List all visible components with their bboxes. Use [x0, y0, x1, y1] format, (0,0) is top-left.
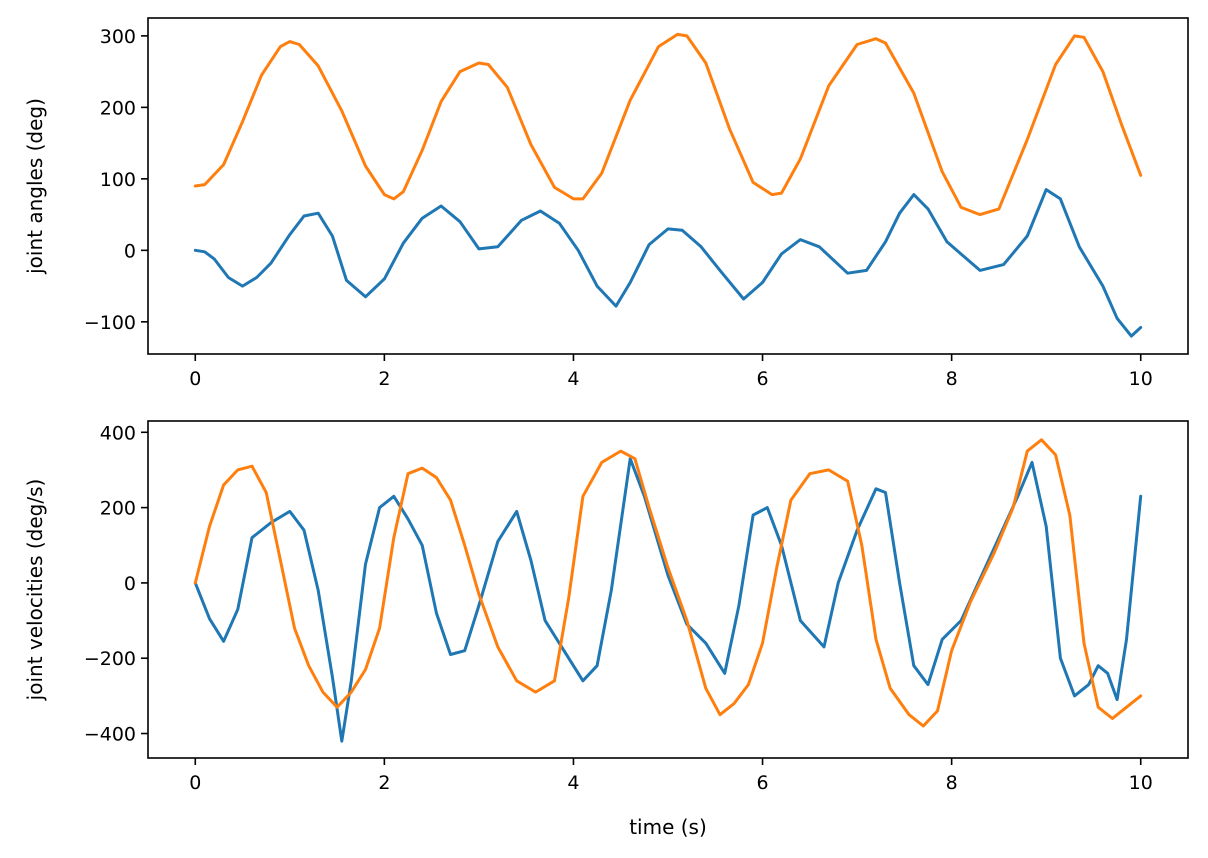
- joint-angles-x-tick-label: 8: [946, 368, 958, 390]
- joint-angles-x-tick-label: 2: [378, 368, 390, 390]
- joint-angles-x-tick-label: 10: [1129, 368, 1153, 390]
- joint-angles-panel: 0 2 4 6 8 10 −100 0 100 200 300 joint angles (deg): [23, 17, 1189, 390]
- joint-angles-x-tick-label: 6: [756, 368, 768, 390]
- joint-velocities-y-tick-label: 400: [100, 422, 136, 444]
- joint-angles-y-tick-label: −100: [84, 312, 136, 334]
- joint-angles-series-2-line: [193, 32, 1143, 217]
- joint-velocities-y-tick-label: −200: [84, 648, 136, 670]
- joint-angles-y-tick-label: 0: [124, 240, 136, 262]
- joint-velocities-y-axis-label: joint velocities (deg/s): [23, 479, 47, 702]
- joint-angles-y-tick-label: 300: [100, 26, 136, 48]
- joint-velocities-axes-frame: [147, 420, 1189, 759]
- joint-velocities-series-2-line: [193, 438, 1143, 728]
- joint-velocities-x-tick-label: 10: [1129, 772, 1153, 794]
- joint-velocities-series-1-line: [193, 457, 1143, 743]
- joint-velocities-panel: 0 2 4 6 8 10 −400 −200 0 200 400 joint velocities (…: [23, 420, 1189, 839]
- joint-velocities-y-tick-label: 0: [124, 573, 136, 595]
- joint-velocities-y-tick-label: 200: [100, 498, 136, 520]
- joint-angles-y-tick-label: 100: [100, 169, 136, 191]
- joint-velocities-x-tick-label: 8: [946, 772, 958, 794]
- joint-angles-x-tick-label: 4: [567, 368, 579, 390]
- joint-velocities-x-tick-label: 2: [378, 772, 390, 794]
- joint-angles-axes-frame: [147, 17, 1189, 355]
- joint-velocities-x-tick-label: 6: [756, 772, 768, 794]
- joint-angles-series-1-line: [193, 188, 1143, 338]
- joint-velocities-x-tick-label: 4: [567, 772, 579, 794]
- joint-angles-x-tick-label: 0: [189, 368, 201, 390]
- joint-velocities-x-tick-label: 0: [189, 772, 201, 794]
- joint-velocities-x-axis-label: time (s): [629, 815, 707, 839]
- joint-velocities-y-tick-label: −400: [84, 724, 136, 746]
- joint-angles-y-axis-label: joint angles (deg): [23, 98, 47, 275]
- joint-angles-y-tick-label: 200: [100, 97, 136, 119]
